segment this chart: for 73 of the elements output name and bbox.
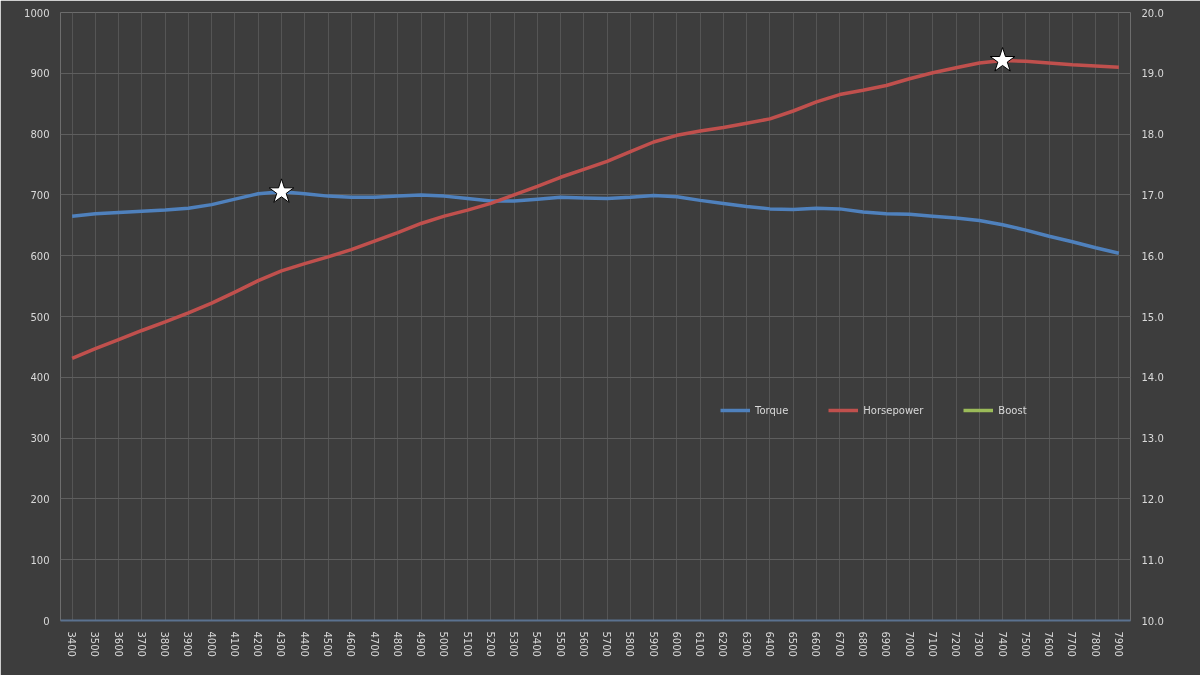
- x-tick-label: 3600: [112, 631, 124, 657]
- x-tick-label: 4700: [368, 631, 380, 657]
- x-tick-label: 7600: [1043, 631, 1055, 657]
- y-tick-label: 600: [30, 250, 50, 262]
- y-tick-label: 500: [30, 311, 50, 323]
- x-tick-label: 6400: [763, 631, 775, 657]
- x-tick-label: 4600: [345, 631, 357, 657]
- x-tick-label: 6500: [787, 631, 799, 657]
- x-tick-label: 6200: [717, 631, 729, 657]
- x-tick-label: 4300: [275, 631, 287, 657]
- x-tick-label: 7200: [950, 631, 962, 657]
- y2-tick-label: 15.0: [1141, 311, 1164, 323]
- y-tick-label: 200: [30, 493, 50, 505]
- y2-tick-label: 12.0: [1141, 493, 1164, 505]
- x-tick-label: 5100: [461, 631, 473, 657]
- x-tick-label: 5700: [601, 631, 613, 657]
- x-tick-label: 3400: [66, 631, 78, 657]
- y-tick-label: 100: [30, 554, 50, 566]
- x-tick-label: 3900: [182, 631, 194, 657]
- x-tick-label: 7100: [926, 631, 938, 657]
- line-series: [70, 190, 1121, 256]
- x-tick-label: 6600: [810, 631, 822, 657]
- y2-tick-label: 18.0: [1141, 129, 1164, 141]
- x-tick-label: 6700: [833, 631, 845, 657]
- x-tick-label: 5600: [577, 631, 589, 657]
- legend-label: Horsepower: [863, 404, 924, 416]
- x-tick-label: 6100: [694, 631, 706, 657]
- x-tick-label: 6900: [880, 631, 892, 657]
- x-tick-label: 3700: [135, 631, 147, 657]
- y-tick-label: 800: [30, 129, 50, 141]
- legend-label: Boost: [998, 404, 1027, 416]
- x-tick-label: 5200: [484, 631, 496, 657]
- x-tick-label: 5400: [531, 631, 543, 657]
- x-tick-label: 4500: [322, 631, 333, 657]
- y2-tick-label: 17.0: [1141, 189, 1164, 201]
- line-series: [70, 58, 1121, 361]
- y2-tick-label: 11.0: [1141, 554, 1164, 566]
- x-tick-label: 7500: [1019, 631, 1031, 657]
- x-tick-label: 7700: [1066, 631, 1078, 657]
- x-tick-label: 7900: [1112, 631, 1124, 657]
- x-tick-label: 6300: [740, 631, 752, 657]
- y-tick-label: 900: [30, 68, 50, 80]
- x-tick-label: 7800: [1089, 631, 1101, 657]
- x-tick-label: 7400: [996, 631, 1008, 657]
- y-tick-label: 700: [30, 189, 50, 201]
- x-tick-label: 4900: [415, 631, 427, 657]
- x-tick-label: 4100: [228, 631, 240, 657]
- x-tick-label: 4000: [205, 631, 217, 657]
- y-tick-label: 400: [30, 372, 50, 384]
- x-tick-label: 5800: [624, 631, 636, 657]
- y-tick-label: 1000: [24, 7, 50, 19]
- x-tick-label: 6000: [670, 631, 682, 657]
- y2-tick-label: 10.0: [1141, 615, 1164, 627]
- y2-tick-label: 19.0: [1141, 68, 1164, 80]
- x-tick-label: 4400: [298, 631, 310, 657]
- x-tick-label: 5000: [438, 631, 450, 657]
- y2-tick-label: 13.0: [1141, 433, 1164, 445]
- x-tick-label: 3800: [159, 631, 171, 657]
- x-tick-label: 7000: [903, 631, 915, 657]
- x-tick-label: 3500: [89, 631, 101, 657]
- legend-label: Torque: [755, 404, 789, 416]
- x-tick-label: 6800: [857, 631, 868, 657]
- y-tick-label: 0: [43, 615, 50, 627]
- y-tick-label: 300: [30, 433, 50, 445]
- y2-tick-label: 16.0: [1141, 250, 1164, 262]
- x-tick-label: 5500: [554, 631, 566, 657]
- y2-tick-label: 14.0: [1141, 372, 1164, 384]
- x-tick-label: 5900: [647, 631, 659, 657]
- x-tick-label: 4800: [391, 631, 403, 657]
- x-tick-label: 7300: [973, 631, 985, 657]
- x-tick-label: 5300: [508, 631, 520, 657]
- x-tick-label: 4200: [252, 631, 264, 657]
- y2-tick-label: 20.0: [1141, 7, 1164, 19]
